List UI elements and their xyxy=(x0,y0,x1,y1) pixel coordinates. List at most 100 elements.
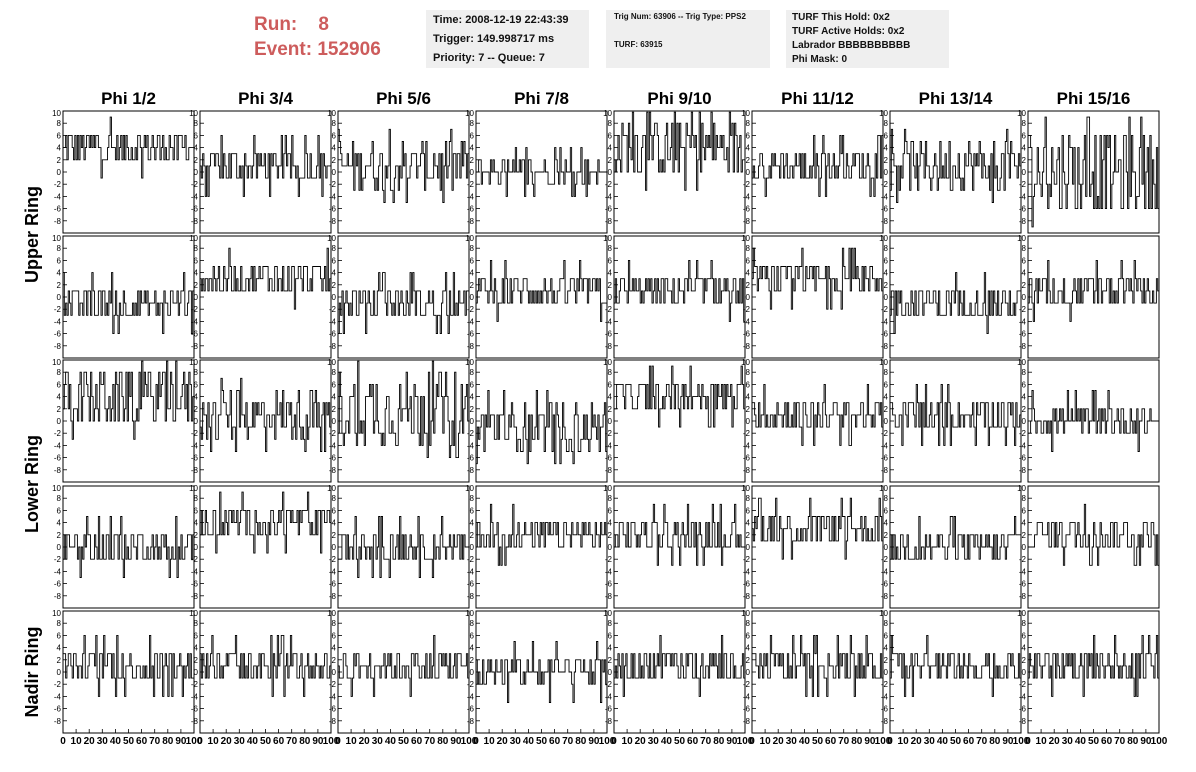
y-tick-label: 2 xyxy=(470,156,475,165)
y-tick-label: 0 xyxy=(884,668,889,677)
y-tick-label: 0 xyxy=(1022,668,1027,677)
y-tick-label: 4 xyxy=(884,144,889,153)
y-tick-label: 2 xyxy=(608,405,613,414)
x-tick-label: 90 xyxy=(588,736,600,747)
y-tick-label: 4 xyxy=(746,393,751,402)
y-tick-label: -8 xyxy=(467,717,475,726)
x-tick-label: 0 xyxy=(197,736,203,747)
y-tick-label: -6 xyxy=(191,330,199,339)
waveform-trace xyxy=(200,377,331,452)
y-tick-label: 8 xyxy=(884,619,889,628)
y-tick-label: 4 xyxy=(608,269,613,278)
x-tick-label: 100 xyxy=(1013,736,1030,747)
x-tick-label: 80 xyxy=(1127,736,1139,747)
x-tick-label: 90 xyxy=(450,736,462,747)
y-tick-label: -8 xyxy=(467,592,475,601)
y-tick-label: 4 xyxy=(332,393,337,402)
y-tick-label: -4 xyxy=(329,192,337,201)
y-tick-label: -6 xyxy=(54,580,62,589)
y-tick-label: -8 xyxy=(329,466,337,475)
y-tick-label: -2 xyxy=(1019,555,1027,564)
y-tick-label: 2 xyxy=(194,281,199,290)
y-tick-label: 2 xyxy=(332,531,337,540)
y-tick-label: -4 xyxy=(1019,692,1027,701)
y-tick-label: 0 xyxy=(470,168,475,177)
x-tick-label: 50 xyxy=(1088,736,1100,747)
y-tick-label: -8 xyxy=(329,217,337,226)
panel-frame xyxy=(475,485,608,609)
y-tick-label: -8 xyxy=(743,592,751,601)
y-tick-label: -4 xyxy=(54,317,62,326)
x-tick-label: 0 xyxy=(335,736,341,747)
x-tick-label: 100 xyxy=(875,736,892,747)
y-tick-label: -6 xyxy=(54,330,62,339)
y-top-label: 10 xyxy=(465,358,474,367)
y-top-label: 10 xyxy=(741,358,750,367)
y-tick-label: -8 xyxy=(54,342,62,351)
y-tick-label: -4 xyxy=(329,692,337,701)
y-tick-label: 0 xyxy=(746,543,751,552)
y-tick-label: -6 xyxy=(467,705,475,714)
x-tick-label: 40 xyxy=(110,736,122,747)
y-tick-label: -6 xyxy=(54,205,62,214)
y-tick-label: -2 xyxy=(191,429,199,438)
y-tick-label: -8 xyxy=(881,217,889,226)
y-tick-label: -2 xyxy=(467,180,475,189)
y-tick-label: 6 xyxy=(57,506,62,515)
y-tick-label: -4 xyxy=(329,441,337,450)
column-header: Phi 1/2 xyxy=(101,89,156,108)
y-tick-label: 0 xyxy=(470,543,475,552)
y-tick-label: -8 xyxy=(881,342,889,351)
run-row: Run: 8 xyxy=(254,12,381,37)
y-tick-label: 4 xyxy=(884,269,889,278)
waveform-trace xyxy=(338,360,469,459)
y-tick-label: 0 xyxy=(608,417,613,426)
event-value: 152906 xyxy=(317,39,381,60)
y-tick-label: -4 xyxy=(54,192,62,201)
waveform-trace xyxy=(338,128,469,203)
x-tick-label: 30 xyxy=(234,736,246,747)
y-top-label: 10 xyxy=(879,484,888,493)
y-tick-label: -8 xyxy=(54,592,62,601)
y-tick-label: 8 xyxy=(884,368,889,377)
waveform-trace xyxy=(338,272,469,335)
y-tick-label: 6 xyxy=(884,131,889,140)
y-top-label: 10 xyxy=(189,234,198,243)
x-tick-label: 100 xyxy=(599,736,616,747)
waveform-trace xyxy=(200,247,331,310)
x-tick-label: 50 xyxy=(398,736,410,747)
y-tick-label: -4 xyxy=(54,567,62,576)
turf-hold-text: TURF This Hold: 0x2 xyxy=(792,12,890,23)
y-tick-label: -4 xyxy=(1019,441,1027,450)
y-top-label: 10 xyxy=(879,609,888,618)
y-tick-label: -4 xyxy=(467,567,475,576)
y-tick-label: 4 xyxy=(194,519,199,528)
y-tick-label: -8 xyxy=(1019,592,1027,601)
x-tick-label: 40 xyxy=(937,736,949,747)
y-tick-label: 2 xyxy=(1022,656,1027,665)
column-header: Phi 3/4 xyxy=(238,89,293,108)
y-top-label: 10 xyxy=(52,484,61,493)
y-tick-label: -4 xyxy=(191,441,199,450)
y-tick-label: 6 xyxy=(608,380,613,389)
y-tick-label: 4 xyxy=(608,144,613,153)
y-tick-label: 0 xyxy=(332,168,337,177)
x-tick-label: 90 xyxy=(1140,736,1152,747)
x-tick-label: 50 xyxy=(260,736,272,747)
y-tick-label: 6 xyxy=(1022,380,1027,389)
x-tick-label: 10 xyxy=(346,736,358,747)
y-tick-label: 8 xyxy=(608,368,613,377)
y-tick-label: -8 xyxy=(743,717,751,726)
y-tick-label: -6 xyxy=(605,330,613,339)
y-tick-label: 4 xyxy=(608,519,613,528)
y-tick-label: 4 xyxy=(332,644,337,653)
event-label: Event: xyxy=(254,39,313,60)
y-tick-label: -6 xyxy=(881,454,889,463)
y-tick-label: 2 xyxy=(1022,531,1027,540)
y-tick-label: 6 xyxy=(470,506,475,515)
y-tick-label: -4 xyxy=(191,567,199,576)
y-tick-label: -2 xyxy=(881,429,889,438)
y-tick-label: 0 xyxy=(608,293,613,302)
y-tick-label: 4 xyxy=(470,393,475,402)
